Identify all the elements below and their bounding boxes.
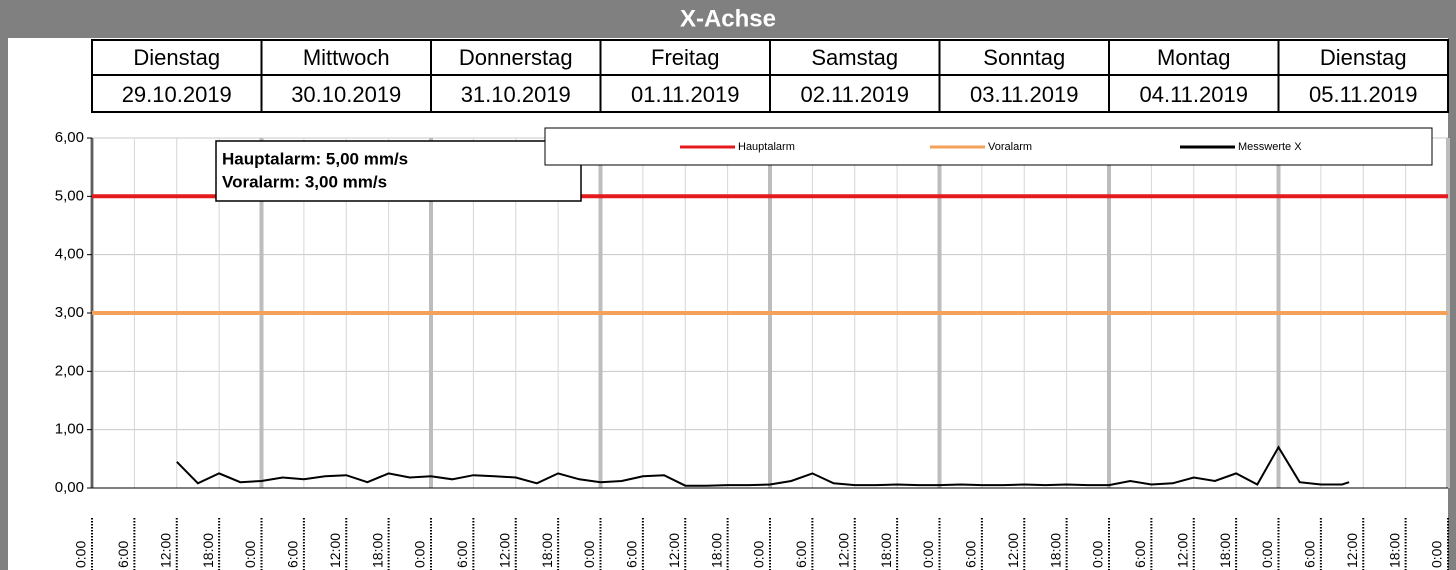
y-tick-label: 0,00 [55, 479, 84, 496]
x-tick-label: 18:00 [1217, 533, 1233, 568]
title-bar [0, 0, 1456, 38]
date: 29.10.2019 [122, 82, 232, 107]
x-tick-label: 6:00 [285, 541, 301, 568]
x-tick-label: 12:00 [666, 533, 682, 568]
weekday: Mittwoch [303, 45, 390, 70]
x-tick-label: 0:00 [920, 541, 936, 568]
right-border [1448, 38, 1456, 570]
x-tick-label: 0:00 [581, 541, 597, 568]
y-tick-label: 4,00 [55, 246, 84, 263]
y-tick-label: 3,00 [55, 304, 84, 321]
date: 01.11.2019 [631, 82, 739, 107]
legend-label: Messwerte X [1238, 141, 1302, 153]
date-cell [938, 74, 1110, 113]
x-tick-label: 6:00 [1302, 541, 1318, 568]
x-tick-label: 0:00 [412, 541, 428, 568]
date-cell [1277, 74, 1449, 113]
x-tick-label: 12:00 [1344, 533, 1360, 568]
x-tick-label: 12:00 [496, 533, 512, 568]
x-tick-label: 0:00 [1259, 541, 1275, 568]
x-tick-label: 12:00 [157, 533, 173, 568]
x-tick-label: 12:00 [327, 533, 343, 568]
date-cell [260, 74, 432, 113]
x-tick-label: 0:00 [73, 541, 89, 568]
date-cell [599, 74, 771, 113]
weekday: Freitag [651, 45, 719, 70]
x-tick-label: 18:00 [878, 533, 894, 568]
date: 05.11.2019 [1309, 82, 1417, 107]
weekday: Dienstag [1320, 45, 1407, 70]
day-cell [260, 39, 432, 76]
x-tick-label: 12:00 [1174, 533, 1190, 568]
day-cell [938, 39, 1110, 76]
x-tick-label: 6:00 [115, 541, 131, 568]
chart-title: X-Achse [680, 5, 776, 32]
x-tick-label: 18:00 [200, 533, 216, 568]
legend-label: Hauptalarm [738, 141, 795, 153]
y-tick-label: 1,00 [55, 421, 84, 438]
x-tick-label: 0:00 [751, 541, 767, 568]
x-tick-label: 0:00 [1090, 541, 1106, 568]
x-tick-label: 6:00 [454, 541, 470, 568]
x-tick-label: 6:00 [963, 541, 979, 568]
date-cell [430, 74, 602, 113]
date: 02.11.2019 [801, 82, 909, 107]
y-tick-label: 5,00 [55, 187, 84, 204]
annotation-text: Hauptalarm: 5,00 mm/s [222, 149, 408, 168]
x-tick-label: 18:00 [1047, 533, 1063, 568]
legend-label: Voralarm [988, 141, 1032, 153]
x-tick-label: 18:00 [1386, 533, 1402, 568]
weekday: Dienstag [133, 45, 220, 70]
x-tick-label: 18:00 [539, 533, 555, 568]
date: 31.10.2019 [461, 82, 571, 107]
day-cell [91, 39, 263, 76]
x-tick-label: 12:00 [835, 533, 851, 568]
x-tick-label: 18:00 [708, 533, 724, 568]
left-border [0, 38, 8, 570]
x-tick-label: 6:00 [624, 541, 640, 568]
date: 04.11.2019 [1140, 82, 1248, 107]
weekday: Donnerstag [459, 45, 573, 70]
x-tick-label: 6:00 [793, 541, 809, 568]
y-tick-label: 2,00 [55, 362, 84, 379]
date: 30.10.2019 [291, 82, 401, 107]
weekday: Montag [1157, 45, 1230, 70]
x-tick-label: 0:00 [1429, 541, 1445, 568]
series-line [176, 445, 1350, 487]
day-cell [769, 39, 941, 76]
x-tick-label: 18:00 [369, 533, 385, 568]
annotation-text: Voralarm: 3,00 mm/s [222, 172, 387, 191]
y-tick-label: 6,00 [55, 129, 84, 146]
date: 03.11.2019 [970, 82, 1078, 107]
weekday: Samstag [811, 45, 898, 70]
x-tick-label: 12:00 [1005, 533, 1021, 568]
x-tick-label: 0:00 [242, 541, 258, 568]
x-tick-label: 6:00 [1132, 541, 1148, 568]
annotation-box [215, 140, 582, 202]
weekday: Sonntag [983, 45, 1065, 70]
